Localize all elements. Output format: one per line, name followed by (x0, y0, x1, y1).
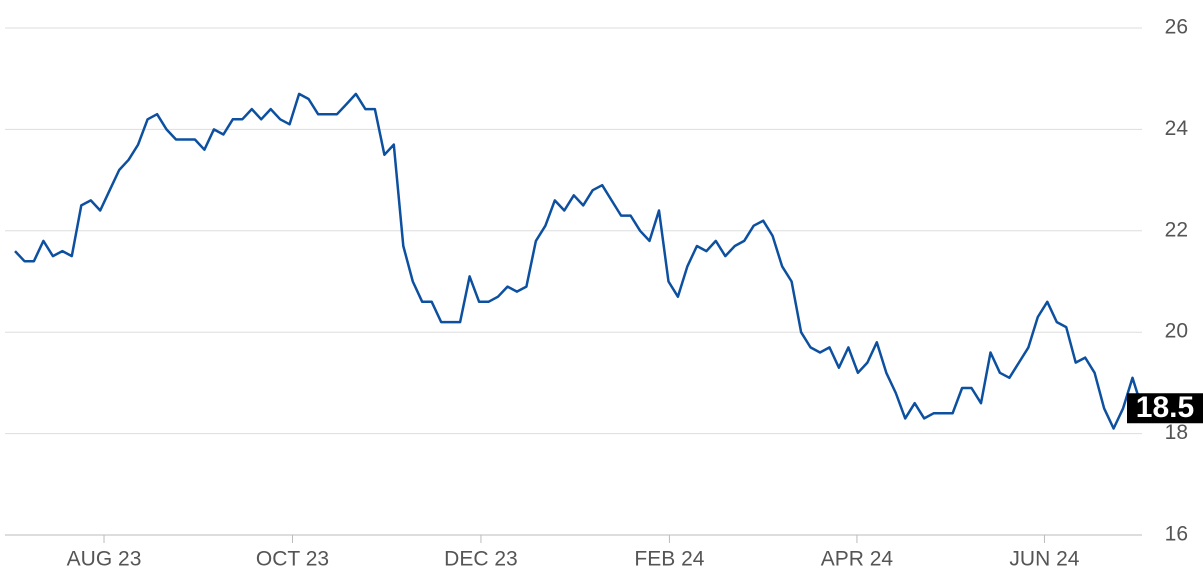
y-tick-label: 22 (1165, 218, 1188, 241)
y-tick-label: 20 (1165, 320, 1188, 343)
x-tick-label: APR 24 (821, 548, 894, 571)
last-value-badge (1127, 393, 1203, 424)
x-tick-label: JUN 24 (1009, 548, 1079, 571)
y-tick-label: 24 (1165, 117, 1189, 140)
y-tick-label: 16 (1165, 523, 1188, 546)
x-tick-label: AUG 23 (67, 548, 142, 571)
y-tick-label: 18 (1165, 421, 1188, 444)
price-line (14, 92, 1144, 430)
last-value-label: 18.5 (1136, 391, 1194, 424)
x-tick-label: DEC 23 (444, 548, 518, 571)
x-tick-label: OCT 23 (256, 548, 329, 571)
x-tick-label: FEB 24 (634, 548, 704, 571)
y-tick-label: 26 (1165, 16, 1188, 39)
